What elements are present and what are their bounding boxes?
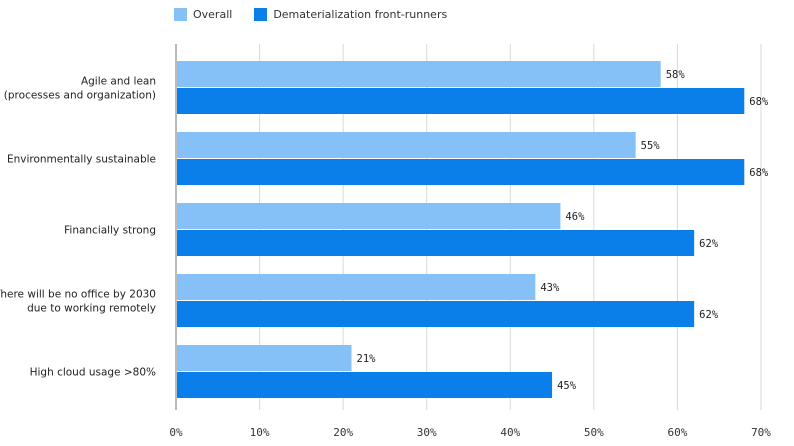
- data-label: 21%: [357, 353, 377, 365]
- x-tick-label: 50%: [584, 426, 604, 439]
- category-label: Environmentally sustainable: [7, 154, 156, 166]
- legend-swatch-front-runners: [254, 8, 268, 21]
- bar-overall: [177, 132, 636, 158]
- legend-label-overall: Overall: [193, 8, 233, 21]
- category-label: Financially strong: [64, 225, 156, 237]
- x-tick-label: 0%: [169, 426, 183, 439]
- legend: Overall Dematerialization front-runners: [174, 8, 469, 21]
- category-label: due to working remotely: [27, 303, 156, 315]
- data-label: 68%: [749, 167, 769, 179]
- bar-front-runners: [177, 159, 745, 185]
- data-label: 58%: [666, 69, 686, 81]
- category-label: High cloud usage >80%: [30, 367, 156, 379]
- bar-front-runners: [177, 301, 695, 327]
- data-label: 68%: [749, 96, 769, 108]
- data-label: 46%: [565, 211, 585, 223]
- bar-overall: [177, 203, 561, 229]
- bar-overall: [177, 274, 536, 300]
- data-label: 43%: [540, 282, 560, 294]
- legend-item-overall: Overall: [174, 8, 232, 21]
- bar-overall: [177, 61, 661, 87]
- category-label: (processes and organization): [4, 90, 156, 102]
- data-label: 55%: [641, 140, 661, 152]
- data-label: 45%: [557, 380, 577, 392]
- bar-overall: [177, 345, 352, 371]
- x-tick-label: 30%: [417, 426, 437, 439]
- x-tick-label: 60%: [667, 426, 687, 439]
- x-tick-label: 10%: [250, 426, 270, 439]
- legend-swatch-overall: [174, 8, 187, 21]
- data-label: 62%: [699, 309, 719, 321]
- x-tick-label: 40%: [500, 426, 520, 439]
- bar-front-runners: [177, 88, 745, 114]
- legend-label-front-runners: Dematerialization front-runners: [273, 8, 448, 21]
- category-label: There will be no office by 2030: [0, 289, 156, 301]
- data-label: 62%: [699, 238, 719, 250]
- bar-front-runners: [177, 230, 695, 256]
- x-tick-label: 20%: [333, 426, 353, 439]
- category-label: Agile and lean: [81, 76, 156, 88]
- legend-item-front-runners: Dematerialization front-runners: [254, 8, 447, 21]
- bar-front-runners: [177, 372, 553, 398]
- x-tick-label: 70%: [751, 426, 771, 439]
